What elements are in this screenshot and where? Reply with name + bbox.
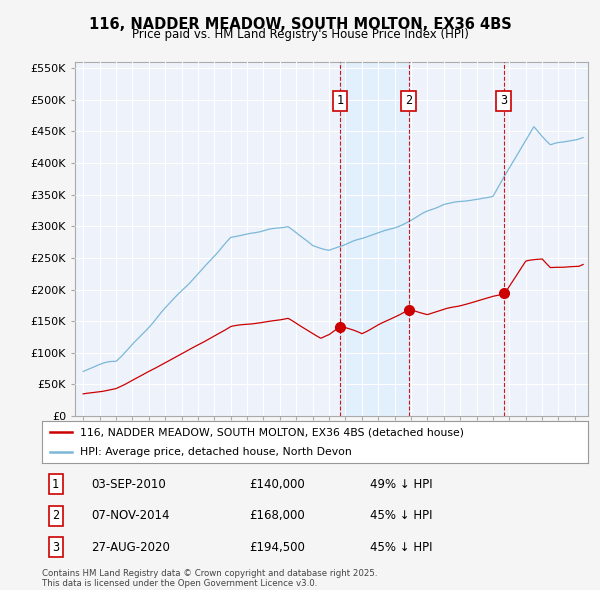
- Text: Price paid vs. HM Land Registry's House Price Index (HPI): Price paid vs. HM Land Registry's House …: [131, 28, 469, 41]
- Text: £194,500: £194,500: [250, 540, 305, 553]
- Text: 07-NOV-2014: 07-NOV-2014: [91, 509, 170, 522]
- Text: 116, NADDER MEADOW, SOUTH MOLTON, EX36 4BS (detached house): 116, NADDER MEADOW, SOUTH MOLTON, EX36 4…: [80, 427, 464, 437]
- Text: 27-AUG-2020: 27-AUG-2020: [91, 540, 170, 553]
- Bar: [340, 62, 409, 416]
- Text: 45% ↓ HPI: 45% ↓ HPI: [370, 509, 432, 522]
- Text: £140,000: £140,000: [250, 478, 305, 491]
- Text: 3: 3: [500, 94, 507, 107]
- Text: £168,000: £168,000: [250, 509, 305, 522]
- Text: 3: 3: [52, 540, 59, 553]
- Text: 116, NADDER MEADOW, SOUTH MOLTON, EX36 4BS: 116, NADDER MEADOW, SOUTH MOLTON, EX36 4…: [89, 17, 511, 31]
- Text: 2: 2: [405, 94, 412, 107]
- Text: Contains HM Land Registry data © Crown copyright and database right 2025.
This d: Contains HM Land Registry data © Crown c…: [42, 569, 377, 588]
- Text: 1: 1: [52, 478, 59, 491]
- Text: 45% ↓ HPI: 45% ↓ HPI: [370, 540, 432, 553]
- Text: 2: 2: [52, 509, 59, 522]
- Text: HPI: Average price, detached house, North Devon: HPI: Average price, detached house, Nort…: [80, 447, 352, 457]
- Text: 03-SEP-2010: 03-SEP-2010: [91, 478, 166, 491]
- Text: 49% ↓ HPI: 49% ↓ HPI: [370, 478, 432, 491]
- Text: 1: 1: [337, 94, 344, 107]
